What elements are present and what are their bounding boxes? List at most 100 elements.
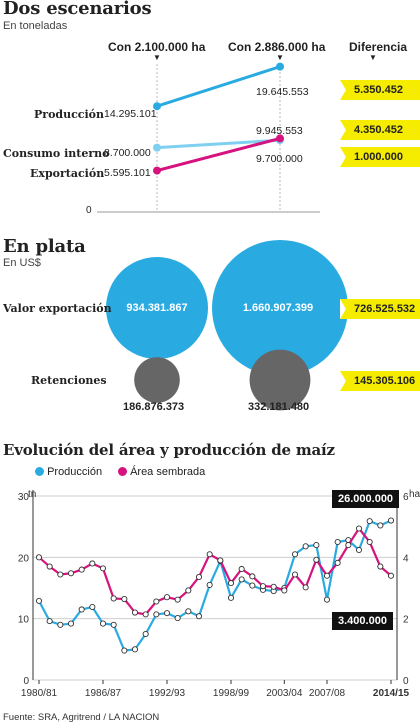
x-tick-label: 1980/81: [21, 688, 58, 699]
data-point: [355, 546, 363, 554]
data-point: [174, 615, 181, 622]
column-header-right: Con 2.886.000 ha: [228, 40, 326, 54]
legend-area: Área sembrada: [118, 466, 205, 478]
data-point: [206, 581, 213, 588]
data-point: [377, 522, 384, 529]
data-point: [78, 566, 85, 573]
data-point: [302, 543, 309, 550]
value-label: 8.700.000: [104, 147, 151, 159]
bubble-value: 332.181.480: [248, 401, 310, 413]
data-point: [131, 609, 139, 616]
diff-value: 5.350.452: [354, 84, 403, 96]
data-point: [153, 143, 161, 152]
value-label: 5.595.101: [104, 167, 151, 179]
data-point: [153, 611, 160, 618]
data-point: [195, 573, 203, 581]
data-point: [291, 571, 299, 578]
data-point: [195, 613, 203, 620]
data-point: [46, 563, 53, 570]
legend-label: Área sembrada: [130, 466, 206, 478]
data-point: [110, 621, 117, 628]
data-point: [153, 166, 161, 175]
data-point: [174, 596, 181, 603]
diff-value: 4.350.452: [354, 124, 403, 136]
data-point: [121, 647, 128, 654]
row-label-consumo: Consumo interno: [3, 147, 110, 160]
callout-produccion: 26.000.000: [332, 490, 400, 508]
data-point: [313, 556, 320, 563]
down-arrow-icon: ▼: [276, 53, 284, 62]
value-label: 9.945.553: [256, 125, 303, 137]
zero-label: 0: [86, 205, 92, 216]
diff-value: 726.525.532: [354, 303, 416, 315]
data-point: [227, 594, 235, 601]
diff-badge-exportacion: 4.350.452: [340, 120, 420, 140]
x-tick-label: 1986/87: [85, 688, 122, 699]
data-point: [366, 518, 373, 525]
row-label-exportacion: Exportación: [30, 167, 105, 180]
data-point: [67, 620, 75, 627]
data-point: [249, 573, 256, 580]
data-point: [238, 565, 245, 573]
data-point: [57, 621, 64, 628]
data-point: [345, 542, 352, 549]
column-header-diff: Diferencia: [349, 40, 408, 54]
data-point: [227, 580, 235, 587]
series-line: [156, 138, 281, 150]
data-point: [281, 587, 288, 594]
data-point: [163, 610, 171, 617]
data-point: [334, 559, 341, 566]
series-line: [38, 526, 392, 616]
data-point: [313, 542, 320, 549]
data-point: [78, 606, 85, 613]
x-tick-label: 2014/15: [373, 688, 410, 699]
data-point: [291, 551, 299, 558]
data-point: [323, 596, 331, 603]
data-point: [366, 538, 373, 546]
diff-badge-retenciones: 145.305.106: [340, 371, 420, 391]
x-tick-label: 1998/99: [213, 688, 250, 699]
series-line: [156, 65, 281, 108]
data-point: [89, 560, 96, 567]
row-label-produccion: Producción: [34, 108, 105, 121]
data-point: [276, 134, 284, 143]
data-point: [67, 570, 75, 577]
bubble-retenciones: [249, 349, 311, 411]
bubble-value: 934.381.867: [126, 302, 188, 314]
data-point: [249, 582, 256, 589]
data-point: [206, 551, 213, 558]
callout-area: 3.400.000: [332, 612, 393, 630]
section2-title: En plata: [3, 236, 86, 257]
data-point: [355, 525, 363, 532]
series-line: [156, 136, 281, 173]
data-point: [142, 611, 149, 618]
y-right-tick-label: 0: [403, 676, 409, 687]
data-point: [217, 557, 224, 564]
data-point: [323, 572, 331, 579]
data-point: [57, 571, 64, 578]
diff-badge-consumo: 1.000.000: [340, 147, 420, 167]
section1-subtitle: En toneladas: [3, 20, 68, 32]
legend-dot-icon: [35, 467, 44, 476]
data-point: [46, 618, 53, 625]
x-tick-label: 2003/04: [266, 688, 303, 699]
bubble-export: [105, 256, 209, 360]
data-point: [302, 584, 309, 591]
data-point: [185, 587, 192, 594]
down-arrow-icon: ▼: [153, 53, 161, 62]
data-point: [99, 620, 107, 627]
data-point: [163, 594, 171, 601]
section2-subtitle: En US$: [3, 257, 41, 269]
data-point: [334, 538, 341, 546]
y-tick-label: 20: [18, 553, 30, 564]
section3-title: Evolución del área y producción de maíz: [3, 441, 335, 459]
y-tick-label: 30: [18, 492, 30, 503]
bubble-value: 1.660.907.399: [242, 302, 314, 314]
x-tick-label: 1992/93: [149, 688, 186, 699]
diff-value: 145.305.106: [354, 375, 416, 387]
data-point: [276, 62, 284, 71]
column-header-left: Con 2.100.000 ha: [108, 40, 206, 54]
maize-chart: 0 10 20 30 0 2 4 6 1980/81 1986/87 1992/93 1998/99 2…: [18, 490, 410, 699]
data-point: [142, 630, 149, 638]
y-tick-label: 0: [23, 676, 29, 687]
